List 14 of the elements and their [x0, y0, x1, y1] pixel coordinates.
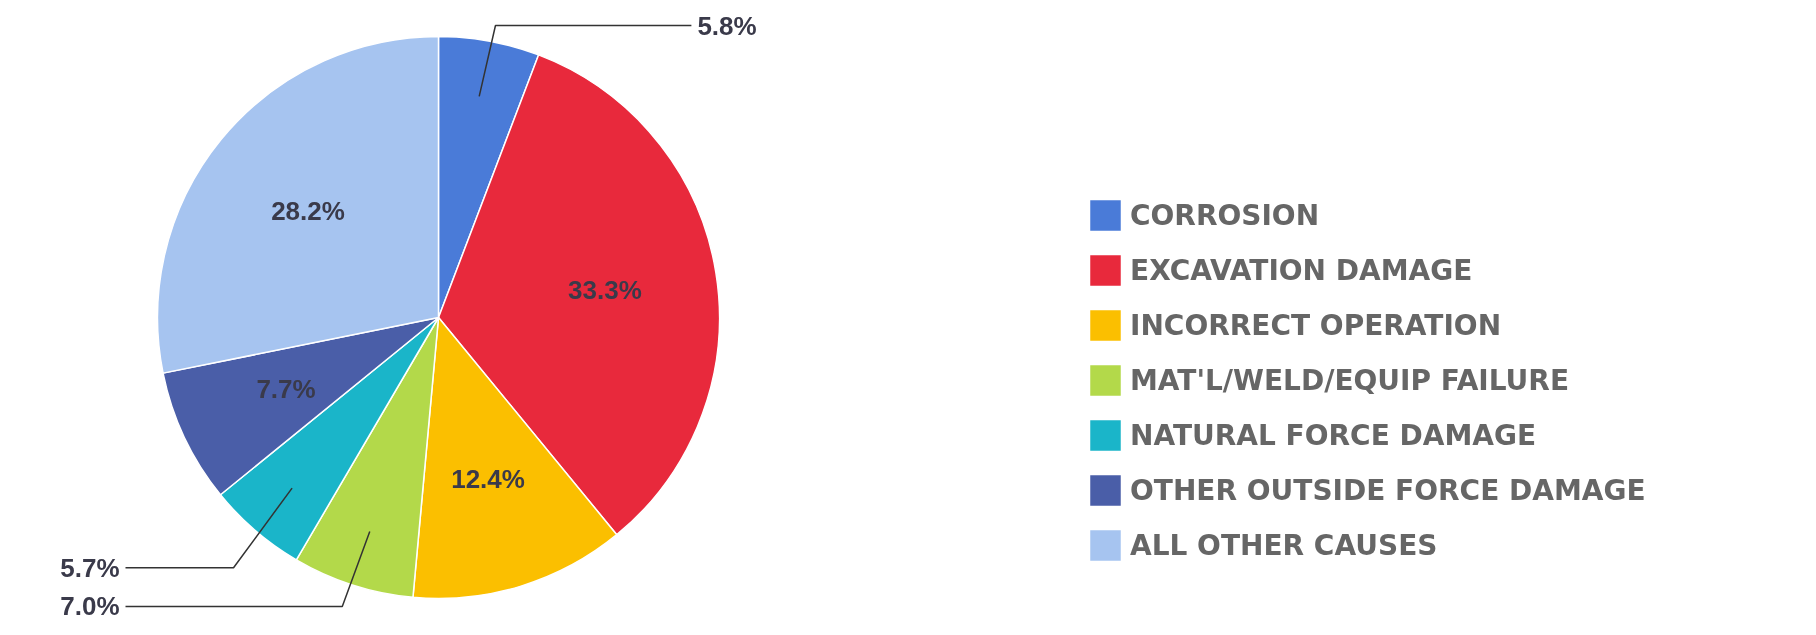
legend-label: CORROSION: [1130, 198, 1320, 232]
legend-label: EXCAVATION DAMAGE: [1130, 253, 1473, 287]
data-label: 5.8%: [697, 10, 757, 41]
data-label: 5.7%: [60, 552, 120, 583]
legend-label: OTHER OUTSIDE FORCE DAMAGE: [1130, 473, 1646, 507]
data-label: 33.3%: [568, 275, 642, 306]
data-label: 7.0%: [60, 591, 120, 622]
data-label: 7.7%: [256, 374, 316, 405]
legend-label: NATURAL FORCE DAMAGE: [1130, 418, 1537, 452]
legend-label: MAT'L/WELD/EQUIP FAILURE: [1130, 363, 1570, 397]
legend-label: INCORRECT OPERATION: [1130, 308, 1502, 342]
data-label: 12.4%: [451, 463, 525, 494]
data-label: 28.2%: [271, 195, 345, 226]
legend-label: ALL OTHER CAUSES: [1130, 528, 1438, 562]
